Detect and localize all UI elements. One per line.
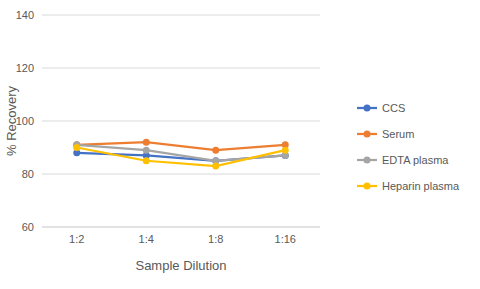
legend-marker [364, 157, 371, 164]
marker [282, 147, 289, 154]
legend-marker [364, 105, 371, 112]
y-tick-label: 60 [22, 221, 34, 233]
y-tick-label: 120 [16, 62, 34, 74]
chart: 60801001201401:21:41:81:16Sample Dilutio… [0, 0, 480, 289]
legend-marker [364, 131, 371, 138]
legend-label: CCS [382, 102, 405, 114]
x-tick-label: 1:4 [139, 233, 154, 245]
grid-line [42, 15, 320, 16]
grid-line [42, 227, 320, 228]
marker [212, 163, 219, 170]
x-tick-label: 1:2 [69, 233, 84, 245]
x-axis-title: Sample Dilution [135, 258, 226, 273]
legend-label: Heparin plasma [382, 180, 460, 192]
grid-line [42, 68, 320, 69]
legend-marker [364, 183, 371, 190]
marker [73, 144, 80, 151]
legend-label: EDTA plasma [382, 154, 449, 166]
grid-line [42, 121, 320, 122]
grid-line [42, 174, 320, 175]
legend-label: Serum [382, 128, 414, 140]
x-tick-label: 1:16 [275, 233, 296, 245]
plot-area [73, 139, 289, 170]
y-tick-label: 80 [22, 168, 34, 180]
y-axis-title: % Recovery [4, 85, 19, 156]
x-axis [42, 227, 320, 228]
marker [143, 139, 150, 146]
y-tick-label: 140 [16, 9, 34, 21]
x-tick-label: 1:8 [208, 233, 223, 245]
series-line [77, 148, 286, 167]
marker [143, 147, 150, 154]
marker [143, 157, 150, 164]
marker [212, 147, 219, 154]
